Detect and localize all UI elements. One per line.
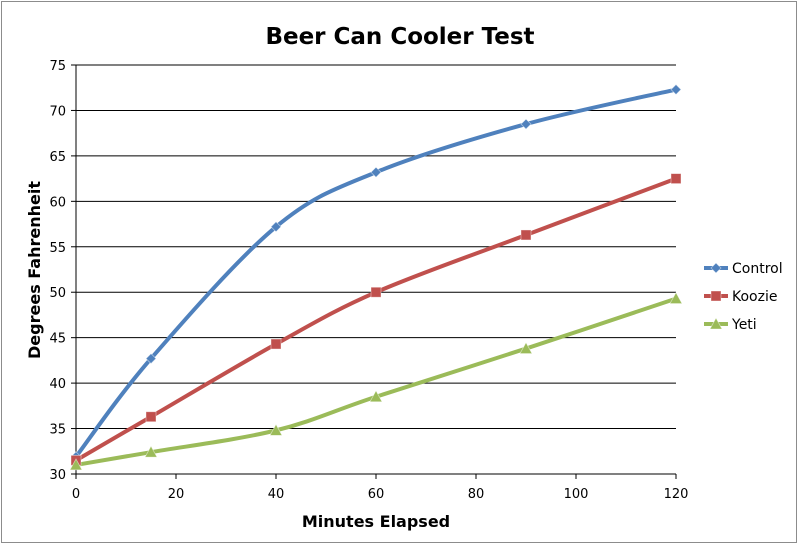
control-legend-label: Control [732,261,783,277]
y-tick-labels: 30 35 40 45 50 55 60 65 70 75 [49,59,66,483]
control-point [145,353,157,365]
y-tick-label: 70 [49,104,66,119]
y-tick-label: 60 [49,195,66,210]
yeti-point [669,291,683,304]
y-tick-label: 35 [49,423,66,438]
y-tick-label: 45 [49,332,66,347]
x-tick-label: 120 [664,487,689,502]
koozie-line [74,176,678,463]
x-tick-label: 60 [368,487,385,502]
koozie-legend-marker [710,290,722,302]
koozie-point [670,173,682,185]
yeti-legend-marker [709,317,723,330]
x-tick-labels: 0 20 40 60 80 100 120 [72,487,689,502]
yeti-point [369,389,383,403]
gridlines [76,64,676,430]
x-tick-label: 0 [72,487,80,502]
yeti-point [269,423,283,436]
y-tick-label: 75 [49,59,66,74]
yeti-legend-label: Yeti [731,317,757,333]
y-tick-label: 55 [49,241,66,256]
y-tick-label: 30 [49,468,66,483]
koozie-point [370,286,382,298]
yeti-point [69,458,83,471]
chart-title: Beer Can Cooler Test [265,24,534,50]
legend: Control Koozie Yeti [704,261,783,333]
koozie-point [145,411,157,423]
koozie-point [520,229,532,241]
yeti-point [144,445,158,458]
yeti-line [74,296,678,467]
x-tick-label: 40 [268,487,285,502]
y-tick-label: 40 [49,377,66,392]
control-point [670,83,682,96]
x-tick-label: 20 [168,487,185,502]
y-tick-label: 50 [49,286,66,301]
series-markers [69,83,683,471]
koozie-point [270,338,282,350]
y-axis-title: Degrees Fahrenheit [25,181,44,359]
series-lines [74,87,678,467]
x-axis-title: Minutes Elapsed [302,512,450,531]
y-tick-label: 65 [49,150,66,165]
control-point [520,118,532,130]
x-tick-label: 80 [468,487,485,502]
control-legend-marker [710,262,722,274]
yeti-point [519,341,533,354]
control-point [370,166,382,178]
axes [71,64,677,479]
koozie-legend-label: Koozie [732,289,777,305]
x-tick-label: 100 [564,487,589,502]
control-point [270,221,282,233]
control-line [74,87,678,459]
